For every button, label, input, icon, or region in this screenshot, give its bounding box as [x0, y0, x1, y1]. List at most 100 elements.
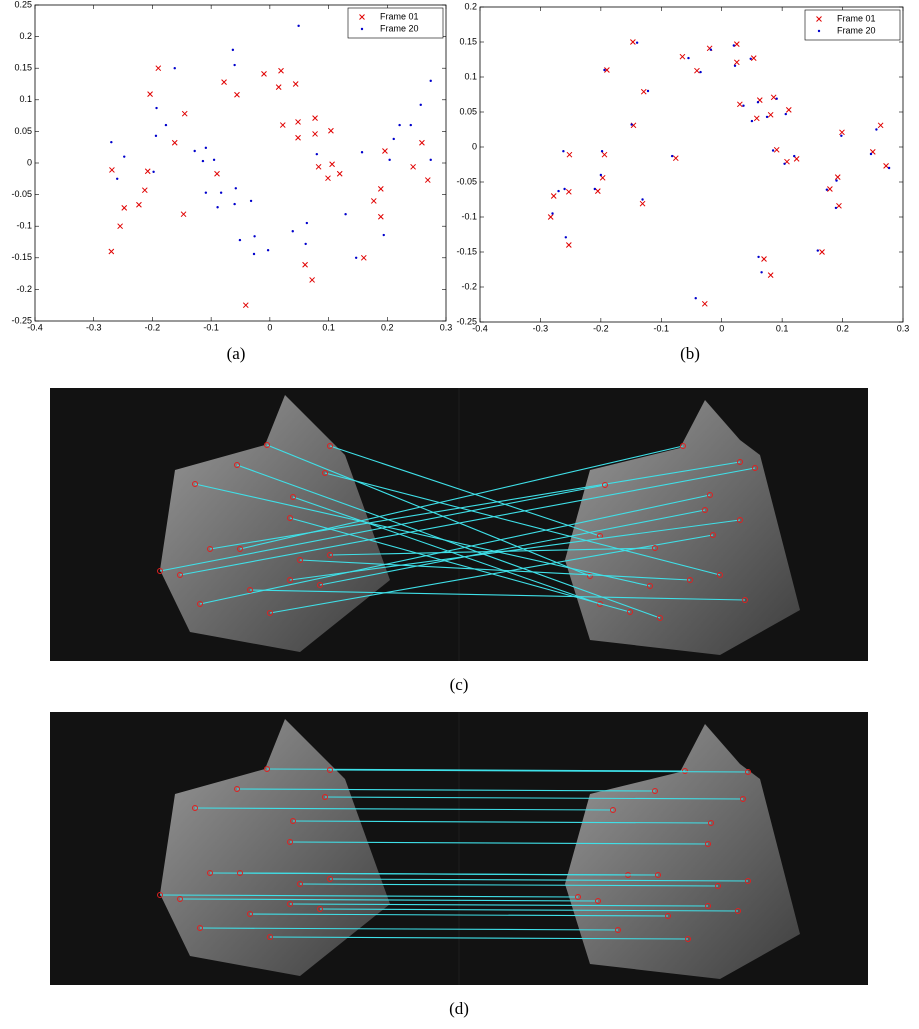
keypoint	[290, 494, 296, 500]
point	[354, 256, 358, 259]
point	[275, 84, 282, 91]
match-line	[289, 519, 741, 581]
point	[887, 166, 891, 170]
y-tick-label: 0.25	[14, 0, 32, 9]
point	[836, 202, 842, 209]
keypoint	[234, 786, 240, 792]
point	[370, 198, 377, 204]
keypoint	[157, 892, 163, 898]
keypoint	[234, 462, 240, 468]
point	[252, 252, 256, 256]
point	[564, 236, 568, 239]
point	[152, 170, 155, 174]
point	[825, 188, 829, 191]
point	[181, 110, 188, 117]
point	[233, 63, 236, 67]
point	[234, 91, 240, 98]
point	[382, 148, 388, 154]
y-tick-label: -0.2	[461, 281, 477, 291]
keypoint	[705, 841, 711, 847]
point	[266, 249, 270, 252]
keypoint	[192, 481, 198, 487]
point	[377, 186, 384, 192]
point	[291, 230, 294, 233]
keypoint	[702, 507, 708, 513]
point	[839, 129, 845, 136]
match-line	[199, 494, 711, 605]
y-tick-label: 0	[27, 157, 32, 167]
legend-label: Frame 20	[837, 25, 876, 35]
keypoint	[737, 459, 743, 465]
legend-marker	[359, 14, 365, 20]
point	[750, 119, 754, 123]
x-tick-label: -0.2	[145, 322, 161, 332]
point	[775, 97, 778, 100]
point	[231, 48, 235, 52]
point	[344, 212, 347, 216]
point	[204, 191, 208, 194]
keypoint	[177, 896, 183, 902]
keypoint	[197, 601, 203, 607]
point	[141, 187, 148, 194]
point	[410, 163, 416, 170]
x-tick-label: 0.1	[322, 322, 335, 332]
point	[238, 238, 242, 242]
match-line	[209, 461, 741, 550]
match-line	[289, 903, 709, 907]
point	[630, 39, 636, 45]
match-line	[266, 444, 591, 577]
point	[419, 139, 425, 146]
point	[121, 205, 128, 211]
keypoint	[707, 492, 713, 498]
point	[736, 101, 743, 108]
plot-area	[479, 6, 904, 323]
point	[377, 213, 384, 220]
point	[295, 134, 301, 141]
x-tick-label: 0.2	[836, 323, 849, 333]
point	[749, 57, 752, 60]
match-line	[269, 936, 689, 940]
x-tick-label: -0.3	[86, 322, 102, 332]
point	[315, 163, 322, 170]
point	[869, 152, 873, 156]
point	[360, 151, 364, 154]
point	[827, 186, 833, 192]
keypoint	[715, 883, 721, 889]
match-line	[329, 445, 601, 537]
keypoint	[682, 768, 688, 774]
keypoint	[740, 796, 746, 802]
point	[164, 123, 168, 127]
keypoint	[237, 870, 243, 876]
y-tick-label: -0.05	[456, 176, 477, 186]
point	[600, 150, 604, 153]
keypoint	[705, 903, 711, 909]
match-line	[249, 589, 746, 601]
point	[193, 149, 196, 153]
keypoint	[327, 552, 333, 558]
keypoint	[665, 913, 671, 919]
caption: (c)	[450, 675, 469, 694]
point	[398, 123, 401, 127]
point	[315, 152, 319, 156]
point	[123, 155, 126, 158]
y-tick-label: -0.2	[16, 284, 32, 294]
point	[783, 162, 786, 165]
match-line	[239, 872, 659, 876]
keypoint	[327, 443, 333, 449]
point	[409, 123, 412, 127]
point	[793, 154, 796, 158]
legend-box	[804, 9, 901, 41]
point	[784, 112, 787, 116]
point	[297, 24, 300, 28]
keypoint	[595, 898, 601, 904]
point	[773, 146, 780, 153]
point	[392, 137, 395, 141]
legend-label: Frame 20	[380, 23, 419, 33]
keypoint	[264, 442, 270, 448]
match-line	[199, 927, 619, 931]
point	[171, 139, 178, 146]
match-line	[179, 898, 599, 902]
y-tick-label: -0.25	[11, 315, 32, 325]
caption: (d)	[449, 999, 469, 1018]
